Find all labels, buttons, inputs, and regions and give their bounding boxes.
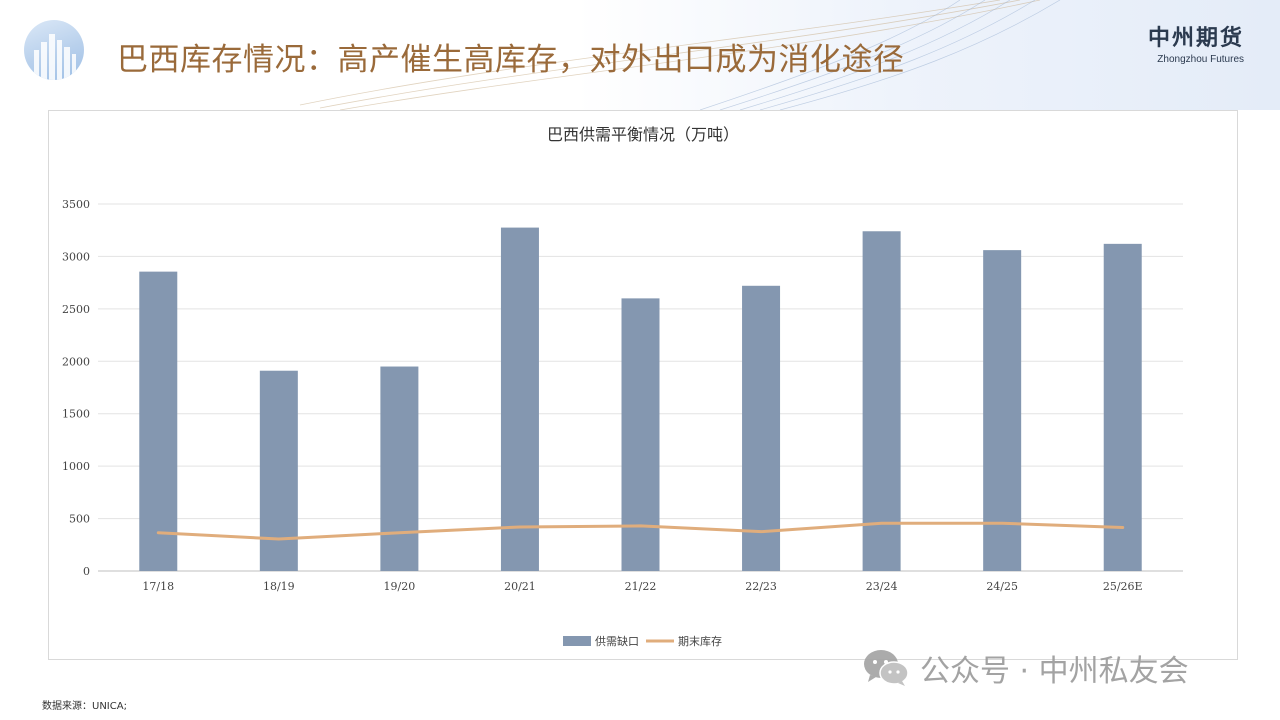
bar-23-24 (862, 231, 901, 571)
watermark-text: 公众号 · 中州私友会 (920, 654, 1189, 689)
bar-22-23 (742, 285, 781, 571)
bar-19-20 (380, 366, 419, 571)
bar-24-25 (983, 250, 1022, 571)
page-title: 巴西库存情况：高产催生高库存，对外出口成为消化途径 (117, 42, 905, 78)
x-tick-label: 21/22 (625, 580, 657, 593)
data-source-note: 数据来源：UNICA; (42, 701, 127, 712)
x-tick-label: 25/26E (1103, 580, 1143, 593)
brand-logo: 中州期货 Zhongzhou Futures (1148, 26, 1244, 65)
y-tick-label: 2500 (62, 303, 90, 316)
brand-name-en: Zhongzhou Futures (1157, 54, 1244, 65)
line-ending-stock (156, 521, 1125, 541)
x-tick-label: 24/25 (986, 580, 1018, 593)
y-tick-label: 3000 (62, 250, 90, 263)
header-background (0, 0, 1280, 110)
y-tick-label: 500 (69, 513, 90, 526)
x-tick-label: 19/20 (384, 580, 416, 593)
y-tick-label: 3500 (62, 198, 90, 211)
header-decoration (299, 0, 1061, 110)
bar-20-21 (500, 227, 539, 571)
wechat-icon (864, 650, 909, 686)
x-tick-label: 20/21 (504, 580, 536, 593)
company-logo-badge (24, 20, 84, 80)
y-tick-label: 0 (83, 565, 90, 578)
y-tick-label: 1500 (62, 408, 90, 421)
x-tick-label: 17/18 (142, 580, 174, 593)
brand-name-cn: 中州期货 (1147, 26, 1244, 51)
x-tick-label: 22/23 (745, 580, 777, 593)
bar-18-19 (259, 370, 298, 571)
legend-label-line: 期末库存 (678, 634, 722, 648)
bar-25-26E (1103, 243, 1142, 572)
bar-17-18 (139, 271, 178, 571)
y-tick-label: 1000 (62, 460, 90, 473)
y-tick-label: 2000 (62, 355, 90, 368)
x-tick-label: 18/19 (263, 580, 295, 593)
chart-title: 巴西供需平衡情况（万吨） (547, 125, 739, 144)
legend-label-bar: 供需缺口 (595, 634, 639, 648)
watermark: 公众号 · 中州私友会 (862, 646, 1189, 690)
city-skyline-icon (34, 34, 76, 80)
bar-line-chart: 巴西供需平衡情况（万吨） 0 500 1000 1500 2000 2500 3000 3500… (62, 125, 1183, 648)
legend-swatch-bar (563, 636, 591, 646)
bar-21-22 (621, 298, 660, 571)
x-tick-label: 23/24 (866, 580, 898, 593)
